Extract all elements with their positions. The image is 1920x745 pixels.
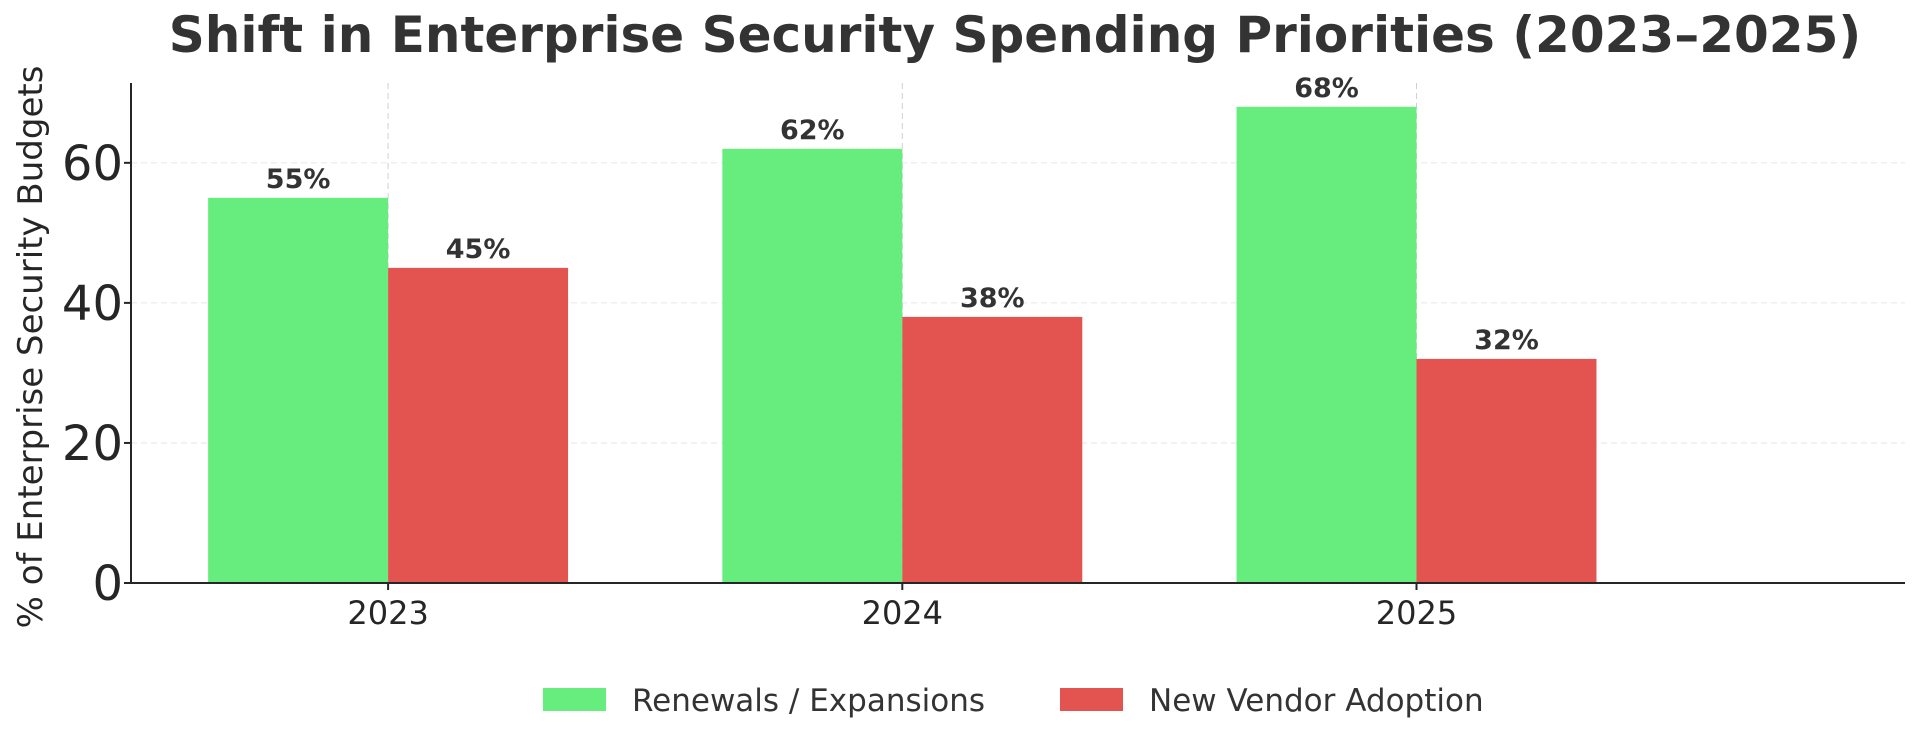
chart-title: Shift in Enterprise Security Spending Pr… [169, 6, 1861, 64]
x-tick-label: 2025 [1376, 594, 1457, 632]
y-tick-label: 40 [62, 276, 123, 332]
x-tick-label: 2023 [347, 594, 428, 632]
data-label: 32% [1474, 325, 1539, 356]
legend: Renewals / Expansions New Vendor Adoption [543, 683, 1484, 719]
bar [1236, 106, 1417, 584]
bar [902, 316, 1083, 583]
data-label: 45% [446, 234, 511, 265]
bar [388, 267, 569, 583]
bar [208, 197, 389, 583]
x-tick-label: 2024 [862, 594, 943, 632]
legend-swatch [543, 688, 606, 711]
legend-label: New Vendor Adoption [1149, 683, 1484, 719]
bars [208, 106, 1597, 584]
data-label: 68% [1294, 73, 1359, 104]
bar [1416, 358, 1597, 583]
y-tick-label: 0 [92, 556, 123, 612]
data-label: 55% [266, 164, 331, 195]
data-labels: 55% 62% 68% 45% 38% 32% [266, 73, 1539, 356]
legend-label: Renewals / Expansions [632, 683, 985, 719]
y-tick-label: 20 [62, 416, 123, 472]
y-axis-label: % of Enterprise Security Budgets [11, 66, 51, 629]
data-label: 38% [960, 283, 1025, 314]
bar [722, 148, 903, 583]
data-label: 62% [780, 115, 845, 146]
axes: 0 20 40 60 2023 2024 2025 [62, 83, 1905, 632]
y-tick-label: 60 [62, 136, 123, 192]
legend-swatch [1060, 688, 1123, 711]
